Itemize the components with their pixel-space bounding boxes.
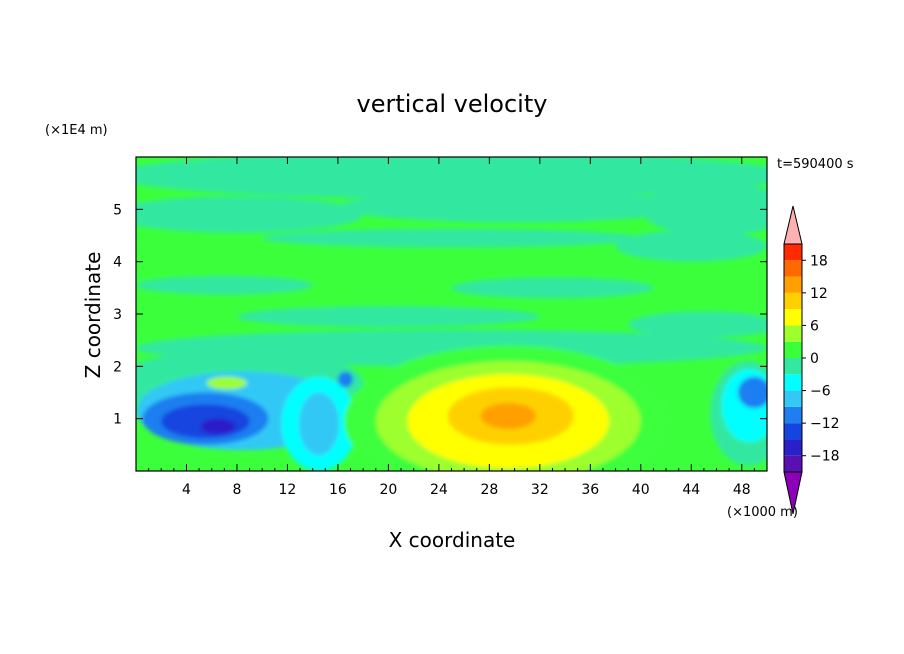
field-contour-region: [206, 376, 248, 390]
colorbar-tick-label: 6: [810, 318, 819, 334]
field-contour-region: [480, 402, 537, 430]
field-contour-region: [628, 311, 767, 338]
field-contour-region: [451, 277, 654, 299]
x-axis-label: X coordinate: [389, 528, 516, 552]
colorbar-tick-label: 0: [810, 351, 819, 367]
colorbar-tick-label: −12: [810, 416, 840, 432]
field-contour-region: [136, 157, 767, 199]
x-tick-label: 16: [329, 482, 347, 498]
colorbar-swatch: [784, 341, 802, 358]
y-tick-label: 1: [113, 412, 122, 428]
colorbar-swatch: [784, 374, 802, 391]
colorbar-swatch: [784, 390, 802, 407]
y-axis: 1 2 3 4 5: [113, 202, 767, 428]
y-tick-label: 3: [113, 307, 122, 323]
field-contour-region: [337, 371, 354, 388]
y-unit-label: (×1E4 m): [45, 123, 108, 138]
colorbar-swatch: [784, 276, 802, 293]
colorbar-swatch: [784, 325, 802, 342]
x-tick-label: 48: [733, 482, 751, 498]
x-tick-label: 32: [531, 482, 549, 498]
y-tick-label: 4: [113, 255, 122, 271]
colorbar-swatch: [784, 423, 802, 440]
colorbar-swatch: [784, 439, 802, 456]
x-tick-label: 20: [379, 482, 397, 498]
x-axis: 4 8 12 16 20 24 28 32 36 40 44 48: [148, 157, 755, 498]
field-contour-region: [236, 306, 540, 328]
x-tick-label: 24: [430, 482, 448, 498]
field-layer: [136, 157, 767, 471]
colorbar-tick-label: −6: [810, 384, 831, 400]
colorbar-swatch: [784, 292, 802, 310]
y-axis-label: Z coordinate: [81, 252, 105, 379]
field-contour-region: [640, 183, 767, 236]
colorbar-tick-label: 18: [810, 253, 828, 269]
colorbar-tick-label: −18: [810, 449, 840, 465]
x-tick-label: 36: [581, 482, 599, 498]
colorbar-swatch: [784, 260, 802, 277]
field-contour-region: [136, 275, 313, 295]
y-tick-label: 2: [113, 359, 122, 375]
colorbar-upper-extension: [783, 205, 803, 245]
x-tick-label: 12: [279, 482, 297, 498]
colorbar-tick-label: 12: [810, 286, 828, 302]
field-contour-region: [136, 196, 364, 233]
colorbar-swatch: [784, 244, 802, 261]
chart-title: vertical velocity: [357, 90, 548, 118]
x-unit-label: (×1000 m): [727, 505, 798, 520]
colorbar-swatch: [784, 358, 802, 375]
y-tick-label: 5: [113, 202, 122, 218]
field-contour-region: [615, 230, 767, 262]
field-contour-region: [200, 418, 236, 435]
colorbar: 18 12 6 0 −6 −12 −18: [783, 205, 840, 515]
field-contour-region: [298, 392, 340, 456]
time-label: t=590400 s: [777, 157, 854, 172]
x-tick-label: 4: [182, 482, 191, 498]
x-tick-label: 40: [632, 482, 650, 498]
field-contour-region: [737, 376, 767, 409]
colorbar-swatch: [784, 455, 802, 472]
x-tick-label: 28: [480, 482, 498, 498]
colorbar-swatch: [784, 309, 802, 326]
x-tick-label: 8: [232, 482, 241, 498]
field-contour-region: [262, 228, 641, 248]
field-contour-region: [337, 191, 692, 223]
colorbar-swatch: [784, 406, 802, 424]
x-tick-label: 44: [682, 482, 700, 498]
